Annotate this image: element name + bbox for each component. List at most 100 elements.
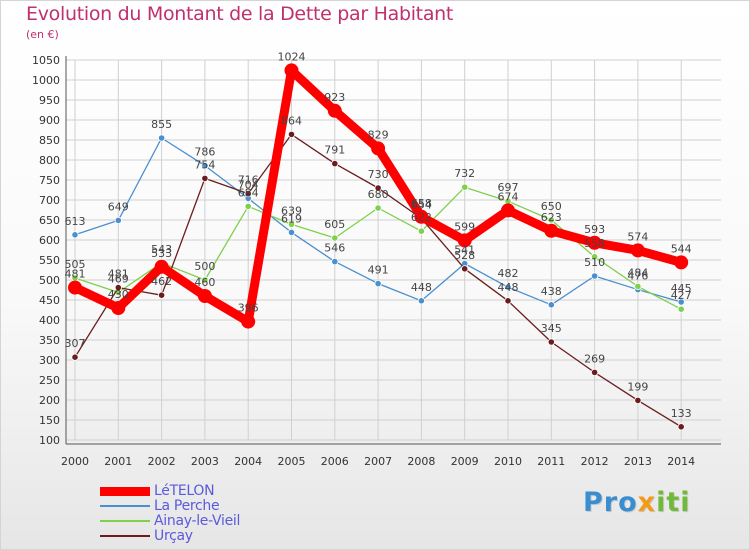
data-label: 445 xyxy=(671,282,692,295)
data-point xyxy=(547,301,555,309)
data-label: 430 xyxy=(108,288,129,301)
data-label: 307 xyxy=(65,337,86,350)
y-tick-label: 150 xyxy=(39,414,60,427)
data-point xyxy=(547,216,555,224)
data-label: 133 xyxy=(671,407,692,420)
data-point xyxy=(287,228,296,236)
data-label: 649 xyxy=(108,200,129,213)
x-tick-label: 2010 xyxy=(494,455,522,468)
data-label: 448 xyxy=(498,281,519,294)
data-label: 754 xyxy=(194,158,215,171)
data-point xyxy=(590,368,599,376)
chart-title: Evolution du Montant de la Dette par Hab… xyxy=(26,3,454,25)
chart-subtitle: (en €) xyxy=(26,28,59,41)
data-point xyxy=(634,396,642,404)
data-point xyxy=(504,297,512,305)
y-tick-label: 550 xyxy=(39,254,60,267)
data-label: 505 xyxy=(65,258,86,271)
data-point xyxy=(71,231,79,239)
data-point xyxy=(71,353,79,361)
data-label: 623 xyxy=(541,211,562,224)
data-label: 605 xyxy=(324,218,345,231)
data-label: 476 xyxy=(627,270,648,283)
data-label: 462 xyxy=(151,275,172,288)
data-label: 599 xyxy=(454,220,475,233)
y-tick-label: 200 xyxy=(39,394,60,407)
legend: LéTELON La Perche Ainay-le-Vieil Urçay xyxy=(100,483,300,544)
data-label: 469 xyxy=(108,272,129,285)
data-label: 697 xyxy=(498,181,519,194)
data-label: 654 xyxy=(411,198,432,211)
x-tick-label: 2011 xyxy=(537,455,565,468)
data-point xyxy=(201,162,209,170)
x-tick-label: 2005 xyxy=(278,455,306,468)
grid xyxy=(66,59,721,441)
data-point xyxy=(374,184,382,192)
data-point xyxy=(501,203,515,218)
y-tick-label: 1050 xyxy=(32,54,60,67)
data-point xyxy=(677,423,685,431)
data-label: 1024 xyxy=(278,50,306,63)
x-tick-label: 2006 xyxy=(321,455,349,468)
data-point xyxy=(590,253,599,261)
y-tick-label: 800 xyxy=(39,154,60,167)
series-lines xyxy=(68,63,689,431)
x-tick-label: 2013 xyxy=(624,455,652,468)
y-tick-label: 950 xyxy=(39,94,60,107)
data-label: 680 xyxy=(368,188,389,201)
legend-label: La Perche xyxy=(154,498,220,514)
data-label: 427 xyxy=(671,289,692,302)
data-point xyxy=(544,223,559,238)
data-label: 438 xyxy=(541,285,562,298)
legend-item: Urçay xyxy=(100,528,300,544)
x-tick-label: 2002 xyxy=(148,455,176,468)
data-label: 613 xyxy=(65,215,86,228)
legend-swatch xyxy=(100,520,150,522)
legend-swatch xyxy=(100,486,150,496)
data-point xyxy=(197,289,212,303)
data-label: 482 xyxy=(498,267,519,280)
x-tick-label: 2000 xyxy=(61,455,89,468)
data-point xyxy=(331,234,339,242)
data-point xyxy=(417,227,425,235)
data-point xyxy=(327,103,342,118)
data-label: 716 xyxy=(238,174,259,187)
y-tick-label: 250 xyxy=(39,374,60,387)
data-label: 674 xyxy=(498,190,519,203)
data-point xyxy=(374,204,382,212)
y-tick-label: 100 xyxy=(39,434,60,447)
data-label: 704 xyxy=(238,178,259,191)
data-label: 345 xyxy=(541,322,562,335)
data-point xyxy=(244,202,252,210)
data-point xyxy=(587,235,602,250)
data-point xyxy=(414,209,429,224)
proxiti-logo: Proxiti xyxy=(583,487,691,518)
data-point xyxy=(201,174,209,182)
y-tick-label: 650 xyxy=(39,214,60,227)
data-label: 199 xyxy=(627,380,648,393)
data-point xyxy=(111,301,126,315)
data-label: 481 xyxy=(65,268,86,281)
data-label: 269 xyxy=(584,352,605,365)
data-label: 500 xyxy=(194,260,215,273)
data-label: 829 xyxy=(368,128,389,141)
data-label: 574 xyxy=(627,230,648,243)
data-point xyxy=(374,279,382,288)
data-point xyxy=(547,338,555,346)
data-point xyxy=(634,282,642,290)
data-point xyxy=(677,305,685,313)
data-label: 639 xyxy=(281,204,302,217)
x-tick-label: 2009 xyxy=(451,455,479,468)
data-label: 544 xyxy=(671,242,692,255)
data-label: 481 xyxy=(108,268,129,281)
data-point xyxy=(590,272,599,280)
data-label: 543 xyxy=(151,243,172,256)
data-point xyxy=(284,63,299,78)
y-tick-label: 300 xyxy=(39,354,60,367)
data-label: 460 xyxy=(194,276,215,289)
x-tick-label: 2003 xyxy=(191,455,219,468)
data-point xyxy=(241,314,256,329)
data-label: 622 xyxy=(411,211,432,224)
data-point xyxy=(630,243,645,258)
y-tick-label: 500 xyxy=(39,274,60,287)
